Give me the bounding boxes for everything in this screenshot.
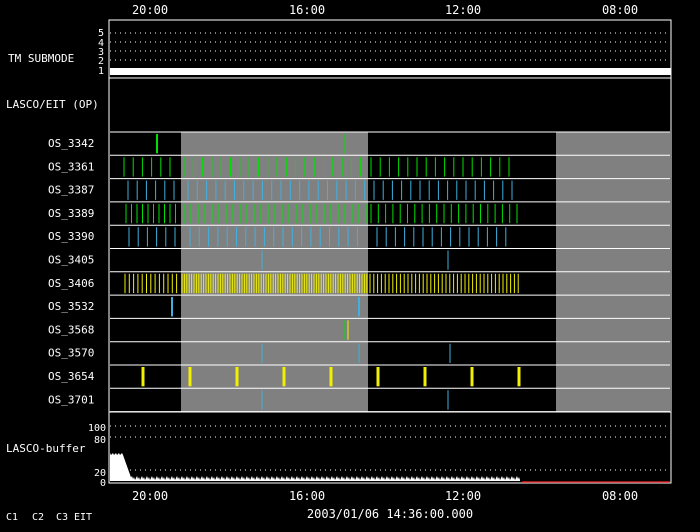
tm-level-label: 2 (98, 56, 104, 67)
program-label: OS_3390 (48, 230, 94, 243)
top-tick-label: 08:00 (602, 3, 638, 17)
program-label: OS_3389 (48, 207, 94, 220)
program-label: OS_3568 (48, 323, 94, 336)
tm-level-label: 4 (98, 38, 104, 49)
legend-c1: C1 (6, 512, 18, 523)
bottom-tick-label: 12:00 (445, 489, 481, 503)
program-label: OS_3654 (48, 370, 95, 383)
lasco-eit-label: LASCO/EIT (OP) (6, 98, 99, 111)
program-label: OS_3532 (48, 300, 94, 313)
legend-eit: EIT (74, 512, 92, 523)
program-label: OS_3406 (48, 277, 94, 290)
top-tick-label: 20:00 (132, 3, 168, 17)
bottom-tick-label: 08:00 (602, 489, 638, 503)
program-label: OS_3570 (48, 347, 94, 360)
buffer-y-tick: 20 (94, 468, 106, 479)
lasco-buffer-panel: LASCO-buffer 100 80 20 0 (6, 411, 671, 489)
plot-frame (108, 19, 672, 484)
buffer-level-area (110, 453, 520, 481)
tm-level-label: 3 (98, 47, 104, 58)
program-label: OS_3361 (48, 160, 94, 173)
program-label: OS_3342 (48, 137, 94, 150)
buffer-y-tick: 100 (88, 423, 106, 434)
bottom-time-axis: 20:00 16:00 12:00 08:00 (132, 489, 638, 503)
program-label: OS_3701 (48, 393, 94, 406)
tm-submode-label: TM SUBMODE (8, 52, 74, 65)
legend: C1 C2 C3 EIT (6, 512, 92, 523)
top-tick-label: 12:00 (445, 3, 481, 17)
buffer-level-trace (110, 453, 520, 481)
program-row-labels: OS_3342 OS_3361 OS_3387 OS_3389 OS_3390 OS_34… (48, 137, 95, 406)
top-time-axis: 20:00 16:00 12:00 08:00 (132, 3, 638, 17)
program-rows (110, 131, 670, 413)
bottom-tick-label: 20:00 (132, 489, 168, 503)
program-label: OS_3405 (48, 254, 94, 267)
legend-c2: C2 (32, 512, 44, 523)
buffer-y-tick: 80 (94, 435, 106, 446)
buffer-label: LASCO-buffer (6, 442, 86, 455)
tm-level-label: 5 (98, 28, 104, 39)
tm-submode-bar (110, 68, 671, 75)
top-tick-label: 16:00 (289, 3, 325, 17)
tm-level-label: 1 (98, 66, 104, 77)
legend-c3: C3 (56, 512, 68, 523)
program-label: OS_3387 (48, 184, 94, 197)
footer-timestamp: 2003/01/06 14:36:00.000 (307, 507, 473, 521)
bottom-tick-label: 16:00 (289, 489, 325, 503)
tm-submode-panel: TM SUBMODE 5 4 3 2 1 (8, 28, 671, 77)
buffer-y-tick: 0 (100, 478, 106, 489)
